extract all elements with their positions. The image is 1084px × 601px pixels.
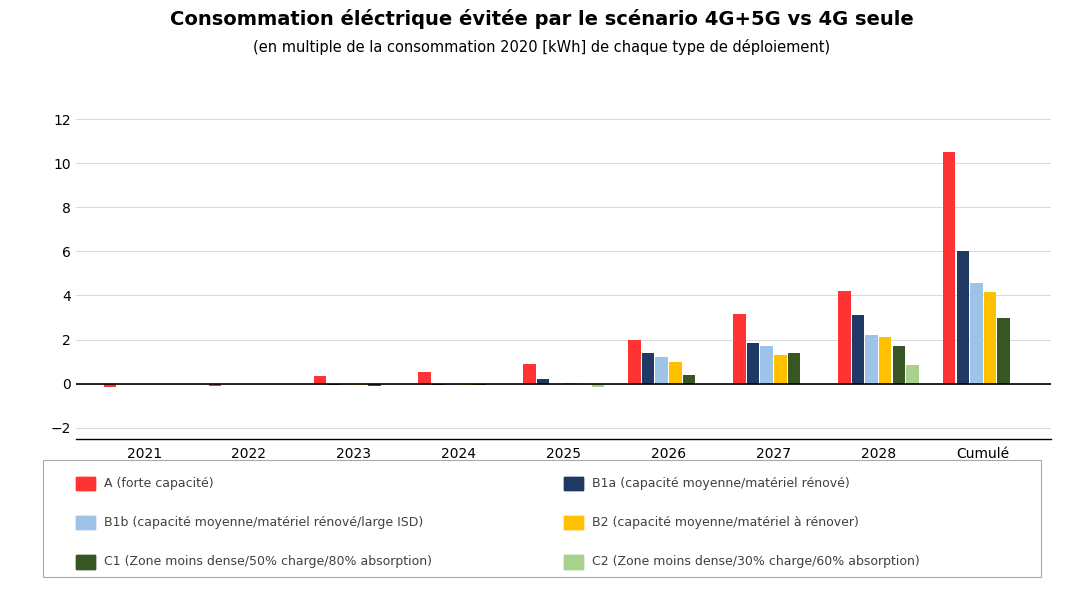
Bar: [970, 283, 983, 383]
Text: B1a (capacité moyenne/matériel rénové): B1a (capacité moyenne/matériel rénové): [592, 477, 850, 490]
Bar: [838, 291, 851, 383]
Text: C1 (Zone moins dense/50% charge/80% absorption): C1 (Zone moins dense/50% charge/80% abso…: [104, 555, 433, 569]
Text: C2 (Zone moins dense/30% charge/60% absorption): C2 (Zone moins dense/30% charge/60% abso…: [592, 555, 919, 569]
Bar: [760, 346, 773, 383]
Text: B2 (capacité moyenne/matériel à rénover): B2 (capacité moyenne/matériel à rénover): [592, 516, 859, 529]
Bar: [997, 317, 1010, 383]
Text: C1 (Zone moins dense/50% charge/80% absorption): C1 (Zone moins dense/50% charge/80% abso…: [104, 555, 433, 569]
Bar: [865, 335, 878, 383]
Bar: [788, 353, 800, 383]
Bar: [313, 376, 326, 383]
Bar: [984, 292, 996, 383]
Bar: [460, 383, 472, 385]
Bar: [104, 383, 116, 387]
Bar: [418, 371, 431, 383]
Bar: [340, 383, 353, 385]
Bar: [524, 364, 535, 383]
Bar: [774, 355, 787, 383]
Text: A (forte capacité): A (forte capacité): [104, 477, 214, 490]
Bar: [446, 383, 459, 385]
Bar: [565, 382, 577, 383]
Bar: [354, 383, 367, 385]
Text: B1b (capacité moyenne/matériel rénové/large ISD): B1b (capacité moyenne/matériel rénové/la…: [104, 516, 424, 529]
Bar: [852, 316, 864, 383]
Text: B1b (capacité moyenne/matériel rénové/large ISD): B1b (capacité moyenne/matériel rénové/la…: [104, 516, 424, 529]
Bar: [892, 346, 905, 383]
Bar: [369, 383, 380, 386]
Bar: [642, 353, 655, 383]
Bar: [433, 383, 444, 385]
Text: B1a (capacité moyenne/matériel rénové): B1a (capacité moyenne/matériel rénové): [592, 477, 850, 490]
Bar: [327, 383, 339, 385]
Bar: [879, 337, 891, 383]
Bar: [733, 314, 746, 383]
Bar: [906, 365, 919, 383]
Bar: [683, 375, 695, 383]
Text: (en multiple de la consommation 2020 [kWh] de chaque type de déploiement): (en multiple de la consommation 2020 [kW…: [254, 39, 830, 55]
Text: C2 (Zone moins dense/30% charge/60% absorption): C2 (Zone moins dense/30% charge/60% abso…: [592, 555, 919, 569]
Text: A (forte capacité): A (forte capacité): [104, 477, 214, 490]
Bar: [747, 343, 759, 383]
Bar: [629, 340, 641, 383]
Bar: [669, 362, 682, 383]
Text: Consommation éléctrique évitée par le scénario 4G+5G vs 4G seule: Consommation éléctrique évitée par le sc…: [170, 9, 914, 29]
Bar: [943, 152, 955, 383]
Bar: [537, 379, 550, 383]
Bar: [592, 383, 604, 387]
Bar: [473, 383, 486, 385]
Bar: [656, 357, 668, 383]
Text: B2 (capacité moyenne/matériel à rénover): B2 (capacité moyenne/matériel à rénover): [592, 516, 859, 529]
Bar: [956, 251, 969, 383]
Bar: [208, 383, 221, 386]
